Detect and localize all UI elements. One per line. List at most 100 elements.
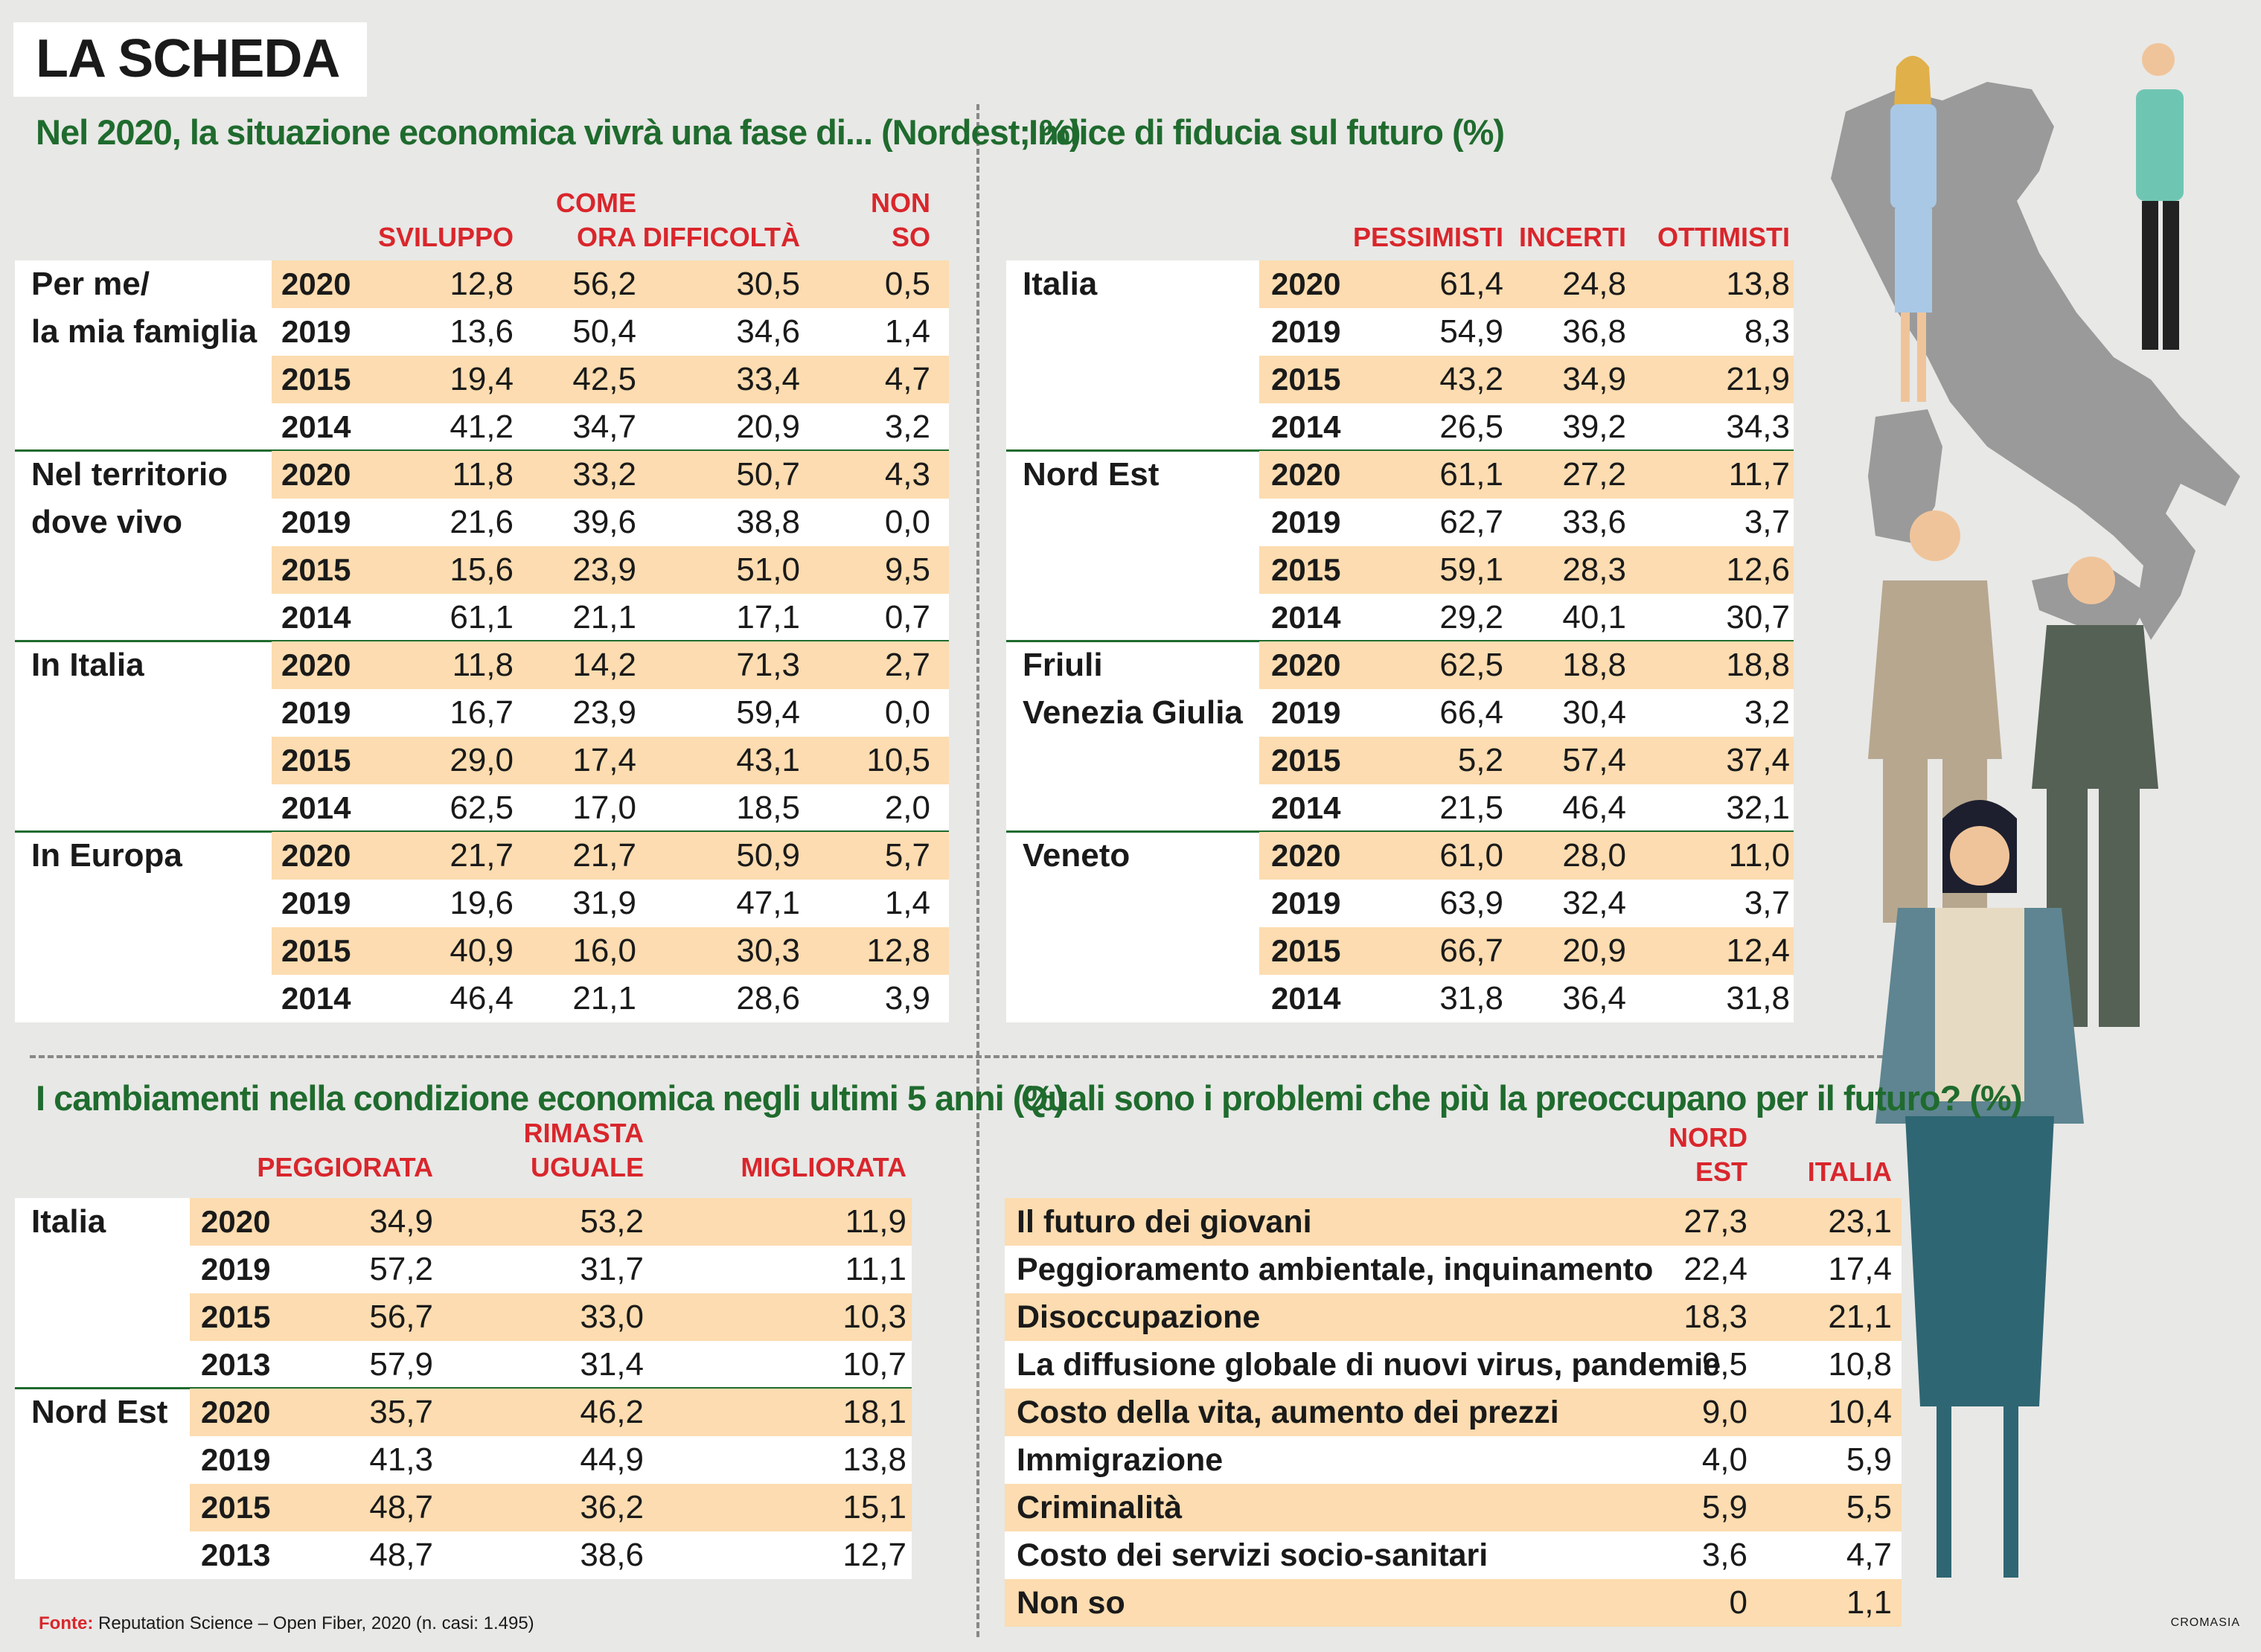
row-year: 2020 [281,266,351,301]
group-label: In Italia [31,647,144,683]
table-row [1259,451,1794,499]
column-header: OTTIMISTI [1657,222,1790,252]
row-year: 2020 [281,457,351,492]
table-cell: 27,2 [1562,456,1626,493]
table-cell: 16,7 [450,694,514,731]
table-cell: 41,3 [369,1441,433,1478]
table-cell: 43,2 [1439,361,1503,397]
table-row [1259,880,1794,927]
table-cell: 12,4 [1726,932,1790,969]
row-year: 2013 [201,1347,271,1382]
table-cell: 31,7 [580,1251,644,1287]
table-cell: 57,2 [369,1251,433,1287]
table-row [272,546,949,594]
table-cell: 33,6 [1562,504,1626,540]
table-row [272,975,949,1022]
table-cell: 17,4 [572,742,636,778]
table-cell: 18,8 [1726,647,1790,683]
row-year: 2019 [1271,314,1341,349]
table-cell: 34,7 [572,409,636,445]
table-cell: 40,9 [450,932,514,969]
table-cell: 21,7 [450,837,514,874]
table-cell: 50,9 [736,837,800,874]
row-year: 2019 [281,314,351,349]
table-row [1259,594,1794,641]
group-label: Veneto [1023,837,1130,874]
row-year: 2015 [1271,743,1341,778]
table-cell: 63,9 [1439,885,1503,921]
table-row [190,1436,912,1484]
table-row [1005,1579,1902,1627]
table-cell: 36,4 [1562,980,1626,1017]
row-year: 2013 [201,1537,271,1572]
table-cell: 59,1 [1439,551,1503,588]
table-cell: 38,8 [736,504,800,540]
table-cell: 12,6 [1726,551,1790,588]
source-text: Reputation Science – Open Fiber, 2020 (n… [97,1613,534,1633]
row-year: 2014 [281,409,351,444]
table-cell: 5,9 [1701,1489,1747,1525]
table-row [1259,927,1794,975]
table-cell: 20,9 [1562,932,1626,969]
table-cell: 3,2 [1744,694,1790,731]
table-cell: 38,6 [580,1537,644,1573]
table-row [190,1198,912,1246]
table-cell: 15,6 [450,551,514,588]
group-label: Per me/ la mia famiglia [31,266,258,350]
table-cell: 9,0 [1701,1394,1747,1430]
table-cell: 46,4 [1562,790,1626,826]
table-cell: 13,8 [1726,266,1790,302]
table-cell: 5,7 [884,837,930,874]
row-year: 2020 [1271,838,1341,873]
table-cell: 66,4 [1439,694,1503,731]
group-rule [1006,830,1794,833]
group-label: In Europa [31,837,182,874]
table-row [272,356,949,403]
table-cell: 10,7 [842,1346,906,1383]
table-cell: 22,4 [1683,1251,1747,1287]
row-year: 2014 [1271,790,1341,825]
table-cell: 3,7 [1744,504,1790,540]
row-year: 2019 [281,886,351,921]
table-cell: 23,9 [572,551,636,588]
table-row [1005,1246,1902,1293]
row-year: 2014 [1271,409,1341,444]
table-row [1259,832,1794,880]
table-cell: 33,2 [572,456,636,493]
group-label: Nord Est [31,1394,168,1430]
row-year: 2015 [201,1299,271,1334]
table-cell: 11,8 [452,647,514,683]
row-year: 2014 [281,981,351,1016]
table-cell: 18,8 [1562,647,1626,683]
table-cell: 3,9 [884,980,930,1017]
table-cell: 59,4 [736,694,800,731]
table-cell: 18,1 [842,1394,906,1430]
table-cell: 11,9 [845,1203,906,1240]
table-cell: 20,9 [736,409,800,445]
group-rule [1006,449,1794,452]
table-cell: 21,5 [1439,790,1503,826]
table-cell: 12,7 [842,1537,906,1573]
table-cell: 27,3 [1683,1203,1747,1240]
table-cell: 0,0 [884,694,930,731]
table-cell: 44,9 [580,1441,644,1478]
table-cell: 4,7 [1846,1537,1892,1573]
table-cell: 31,8 [1439,980,1503,1017]
table-cell: 18,3 [1683,1299,1747,1335]
row-year: 2014 [1271,981,1341,1016]
column-header: DIFFICOLTÀ [642,222,800,252]
group-label: Italia [1023,266,1098,302]
table-cell: 30,7 [1726,599,1790,635]
table-cell: 50,7 [736,456,800,493]
table-row [272,689,949,737]
table-cell: 11,1 [845,1251,906,1287]
column-header: SVILUPPO [377,222,514,252]
table-cell: 21,9 [1726,361,1790,397]
table-cell: 31,4 [580,1346,644,1383]
woman-blue-suit-icon [1890,56,1937,402]
table-row [272,832,949,880]
table-cell: 5,5 [1846,1489,1892,1525]
table-cell: 13,8 [842,1441,906,1478]
table-cell: 30,4 [1562,694,1626,731]
table-cell: 9,5 [884,551,930,588]
